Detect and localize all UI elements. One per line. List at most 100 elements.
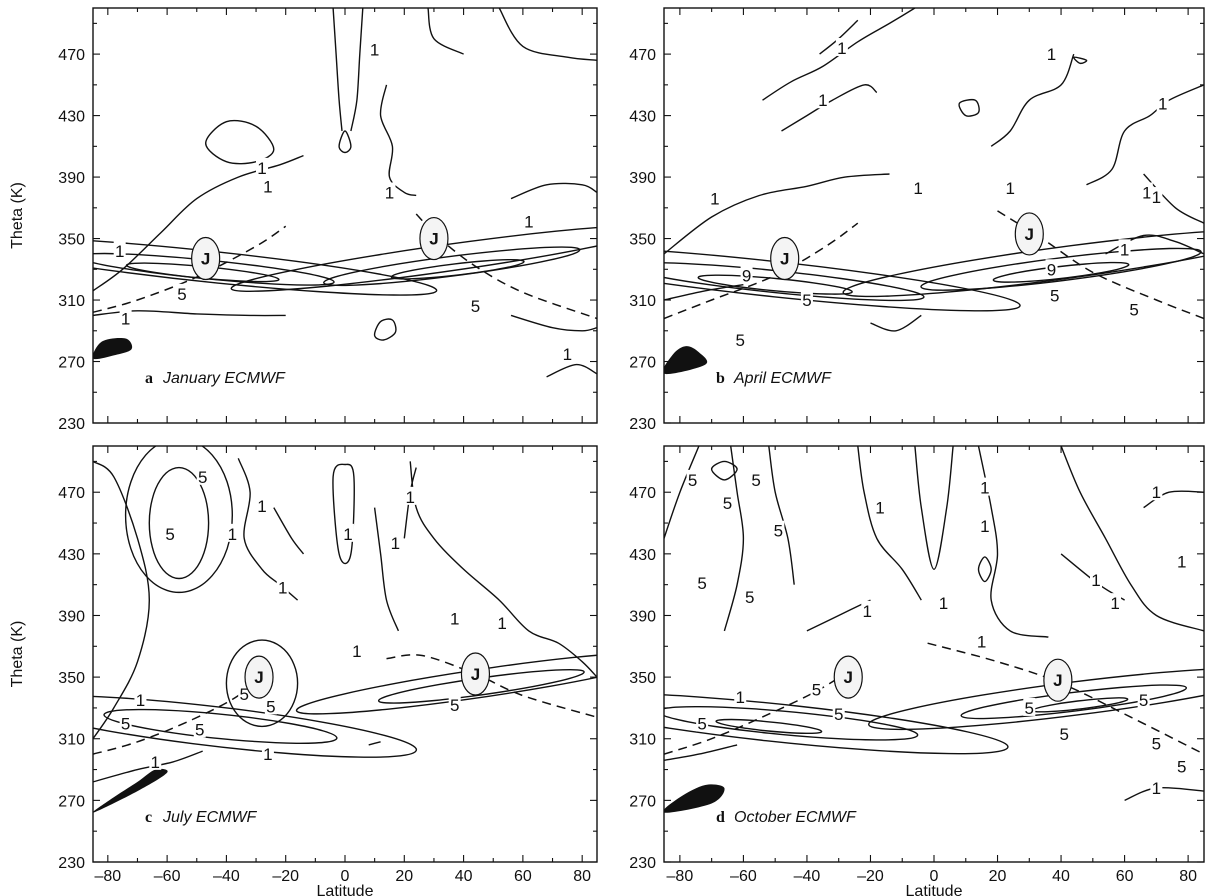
contour-label: 9	[742, 266, 751, 285]
contour-label: 1	[263, 177, 272, 196]
y-tick-label: 310	[58, 293, 85, 310]
contour-label: 1	[263, 745, 272, 764]
x-tick-label: 20	[989, 868, 1007, 885]
contour-label: 1	[121, 309, 130, 328]
contour-label: 1	[391, 534, 400, 553]
contour-label: 1	[1152, 779, 1161, 798]
panel-frame	[664, 8, 1204, 423]
contour-label: 5	[688, 471, 697, 490]
x-tick-label: –60	[730, 868, 757, 885]
y-tick-label: 470	[58, 485, 85, 502]
contour-label: 1	[913, 179, 922, 198]
x-tick-label: –40	[794, 868, 821, 885]
panel-letter: c	[145, 809, 152, 826]
contour-line	[375, 508, 399, 631]
contour-label: 5	[177, 285, 186, 304]
contour-label: 1	[1120, 240, 1129, 259]
y-tick-label: 390	[58, 608, 85, 625]
x-tick-label: –80	[94, 868, 121, 885]
contour-line	[959, 100, 979, 116]
contour-line	[979, 446, 1049, 637]
y-tick-label: 270	[629, 355, 656, 372]
contour-label: 1	[136, 691, 145, 710]
contour-line	[1061, 446, 1204, 631]
y-tick-label: 270	[58, 355, 85, 372]
contour-label: 5	[1129, 300, 1138, 319]
x-tick-label: 80	[573, 868, 591, 885]
contour-label: 5	[1139, 691, 1148, 710]
panel-title: January ECMWF	[162, 370, 286, 387]
contour-line	[339, 131, 351, 153]
contour-label: 1	[1142, 183, 1151, 202]
contour-label: 1	[875, 499, 884, 518]
y-tick-label: 230	[629, 855, 656, 872]
x-tick-label: –80	[667, 868, 694, 885]
contour-label: 1	[450, 610, 459, 629]
jet-core-label: J	[471, 665, 480, 684]
y-tick-label: 470	[629, 47, 656, 64]
x-tick-label: –20	[857, 868, 884, 885]
contour-label: 1	[278, 579, 287, 598]
panel-letter: a	[145, 370, 153, 387]
contour-line	[410, 461, 597, 677]
panel-frame	[93, 8, 597, 423]
panel-title: April ECMWF	[733, 370, 832, 387]
contour-label: 1	[1158, 94, 1167, 113]
y-tick-label: 350	[58, 232, 85, 249]
y-tick-label: 430	[629, 547, 656, 564]
x-tick-label: –40	[213, 868, 240, 885]
contour-label: 1	[343, 525, 352, 544]
contour-label: 9	[1047, 260, 1056, 279]
contour-line	[324, 247, 580, 285]
contour-label: 5	[802, 291, 811, 310]
y-axis-title: Theta (K)	[9, 621, 26, 688]
y-tick-label: 350	[629, 232, 656, 249]
contour-line	[979, 557, 992, 582]
contour-line	[428, 8, 464, 54]
contour-line	[511, 315, 597, 330]
topography-shading	[92, 769, 167, 813]
panel-letter: d	[716, 809, 725, 826]
y-tick-label: 430	[58, 547, 85, 564]
contour-line	[1087, 85, 1205, 185]
contour-label: 1	[980, 517, 989, 536]
contour-line	[716, 720, 822, 734]
contour-label: 1	[818, 91, 827, 110]
contour-label: 1	[863, 602, 872, 621]
y-tick-label: 270	[58, 793, 85, 810]
jet-core-label: J	[1025, 225, 1034, 244]
contour-label: 5	[751, 471, 760, 490]
topography-shading	[93, 338, 133, 359]
contour-line	[499, 8, 597, 60]
x-tick-label: –60	[154, 868, 181, 885]
contour-line	[782, 85, 877, 131]
contour-line	[126, 438, 233, 592]
x-tick-label: 60	[1116, 868, 1134, 885]
contour-label: 1	[405, 488, 414, 507]
panel-title: October ECMWF	[734, 809, 857, 826]
y-tick-label: 310	[629, 293, 656, 310]
x-axis-title: Latitude	[317, 883, 374, 896]
contour-line	[1125, 788, 1204, 801]
contour-label: 5	[745, 588, 754, 607]
contour-line	[104, 710, 337, 744]
contour-label: 1	[1152, 188, 1161, 207]
contour-label: 1	[1006, 179, 1015, 198]
y-tick-label: 350	[629, 670, 656, 687]
x-tick-label: –20	[272, 868, 299, 885]
contour-label: 1	[1110, 594, 1119, 613]
jet-core-label: J	[201, 250, 210, 269]
panel-frame	[93, 446, 597, 862]
contour-label: 1	[370, 41, 379, 60]
y-tick-label: 470	[58, 47, 85, 64]
contour-label: 1	[977, 633, 986, 652]
y-tick-label: 430	[58, 109, 85, 126]
contour-line	[547, 365, 597, 377]
contour-line	[333, 8, 342, 131]
contour-line	[858, 446, 922, 600]
y-axis-title: Theta (K)	[9, 182, 26, 249]
contour-label: 1	[228, 525, 237, 544]
